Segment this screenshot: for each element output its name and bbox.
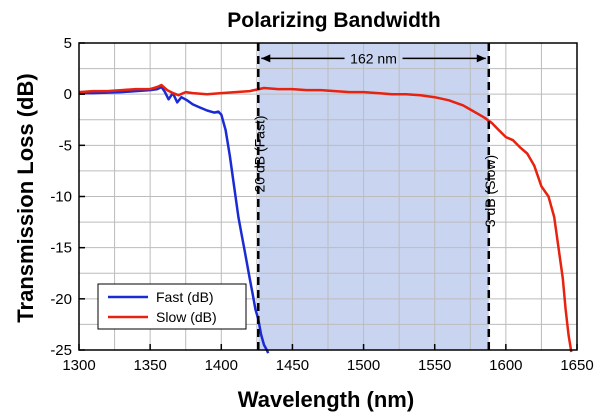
x-tick-label: 1450 xyxy=(276,357,309,374)
bandwidth-arrowhead-left xyxy=(261,54,271,63)
x-axis-label: Wavelength (nm) xyxy=(238,387,414,412)
vline-label-slow: 3 dB (Slow) xyxy=(482,155,498,227)
y-tick-label: -15 xyxy=(50,240,72,257)
series-line-fast xyxy=(79,85,270,354)
y-tick-label: -20 xyxy=(50,291,72,308)
y-tick-label: -10 xyxy=(50,189,72,206)
x-tick-label: 1600 xyxy=(489,357,522,374)
x-tick-label: 1550 xyxy=(418,357,451,374)
x-tick-label: 1350 xyxy=(133,357,166,374)
legend-label-fast: Fast (dB) xyxy=(156,289,214,305)
y-tick-label: -5 xyxy=(59,137,72,154)
x-tick-label: 1400 xyxy=(205,357,238,374)
y-tick-label: 5 xyxy=(64,35,72,52)
vline-label-fast: 20 dB (Fast) xyxy=(251,115,267,192)
y-axis-label: Transmission Loss (dB) xyxy=(13,73,38,322)
bandwidth-arrowhead-right xyxy=(476,54,486,63)
legend-box xyxy=(97,283,247,330)
legend-label-slow: Slow (dB) xyxy=(156,309,217,325)
bandwidth-label: 162 nm xyxy=(350,50,397,66)
x-tick-label: 1650 xyxy=(560,357,593,374)
y-tick-label: -25 xyxy=(50,342,72,359)
series-line-slow xyxy=(78,83,573,353)
y-tick-label: 0 xyxy=(64,86,72,103)
x-tick-label: 1300 xyxy=(62,357,95,374)
chart-title: Polarizing Bandwidth xyxy=(227,9,441,32)
x-tick-label: 1500 xyxy=(347,357,380,374)
